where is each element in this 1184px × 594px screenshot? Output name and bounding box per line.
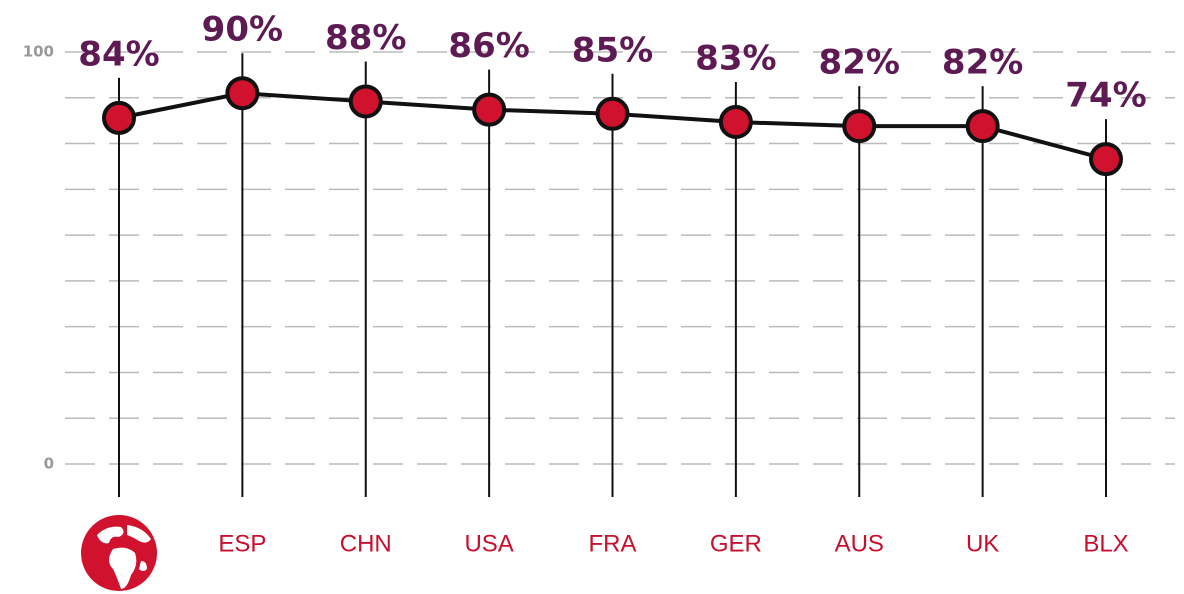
value-label: 84% xyxy=(78,34,159,74)
value-label: 74% xyxy=(1065,76,1146,116)
x-tick-label: ESP xyxy=(218,530,266,557)
point xyxy=(102,100,136,135)
globe-icon xyxy=(81,515,157,591)
x-tick-label: CHN xyxy=(340,530,392,557)
y-tick-label: 100 xyxy=(23,43,54,61)
value-label: 82% xyxy=(942,43,1023,83)
point xyxy=(842,109,877,144)
x-tick-label: BLX xyxy=(1083,530,1128,557)
x-tick-label: AUS xyxy=(835,530,884,557)
x-tick-label: USA xyxy=(464,530,513,557)
x-tick-label: FRA xyxy=(589,530,637,557)
point xyxy=(1089,142,1123,177)
x-tick-label: GER xyxy=(710,530,762,557)
value-label: 90% xyxy=(202,10,283,50)
point xyxy=(718,105,753,140)
value-label: 88% xyxy=(325,18,406,58)
value-label: 83% xyxy=(695,39,776,79)
value-label: 85% xyxy=(572,30,653,70)
point xyxy=(595,96,630,131)
value-label: 86% xyxy=(448,26,529,66)
point xyxy=(965,109,1000,144)
value-label: 82% xyxy=(819,43,900,83)
y-tick-label: 0 xyxy=(44,455,54,473)
point xyxy=(472,92,507,127)
point xyxy=(348,84,383,119)
x-tick-label: UK xyxy=(966,530,999,557)
point xyxy=(225,76,260,111)
